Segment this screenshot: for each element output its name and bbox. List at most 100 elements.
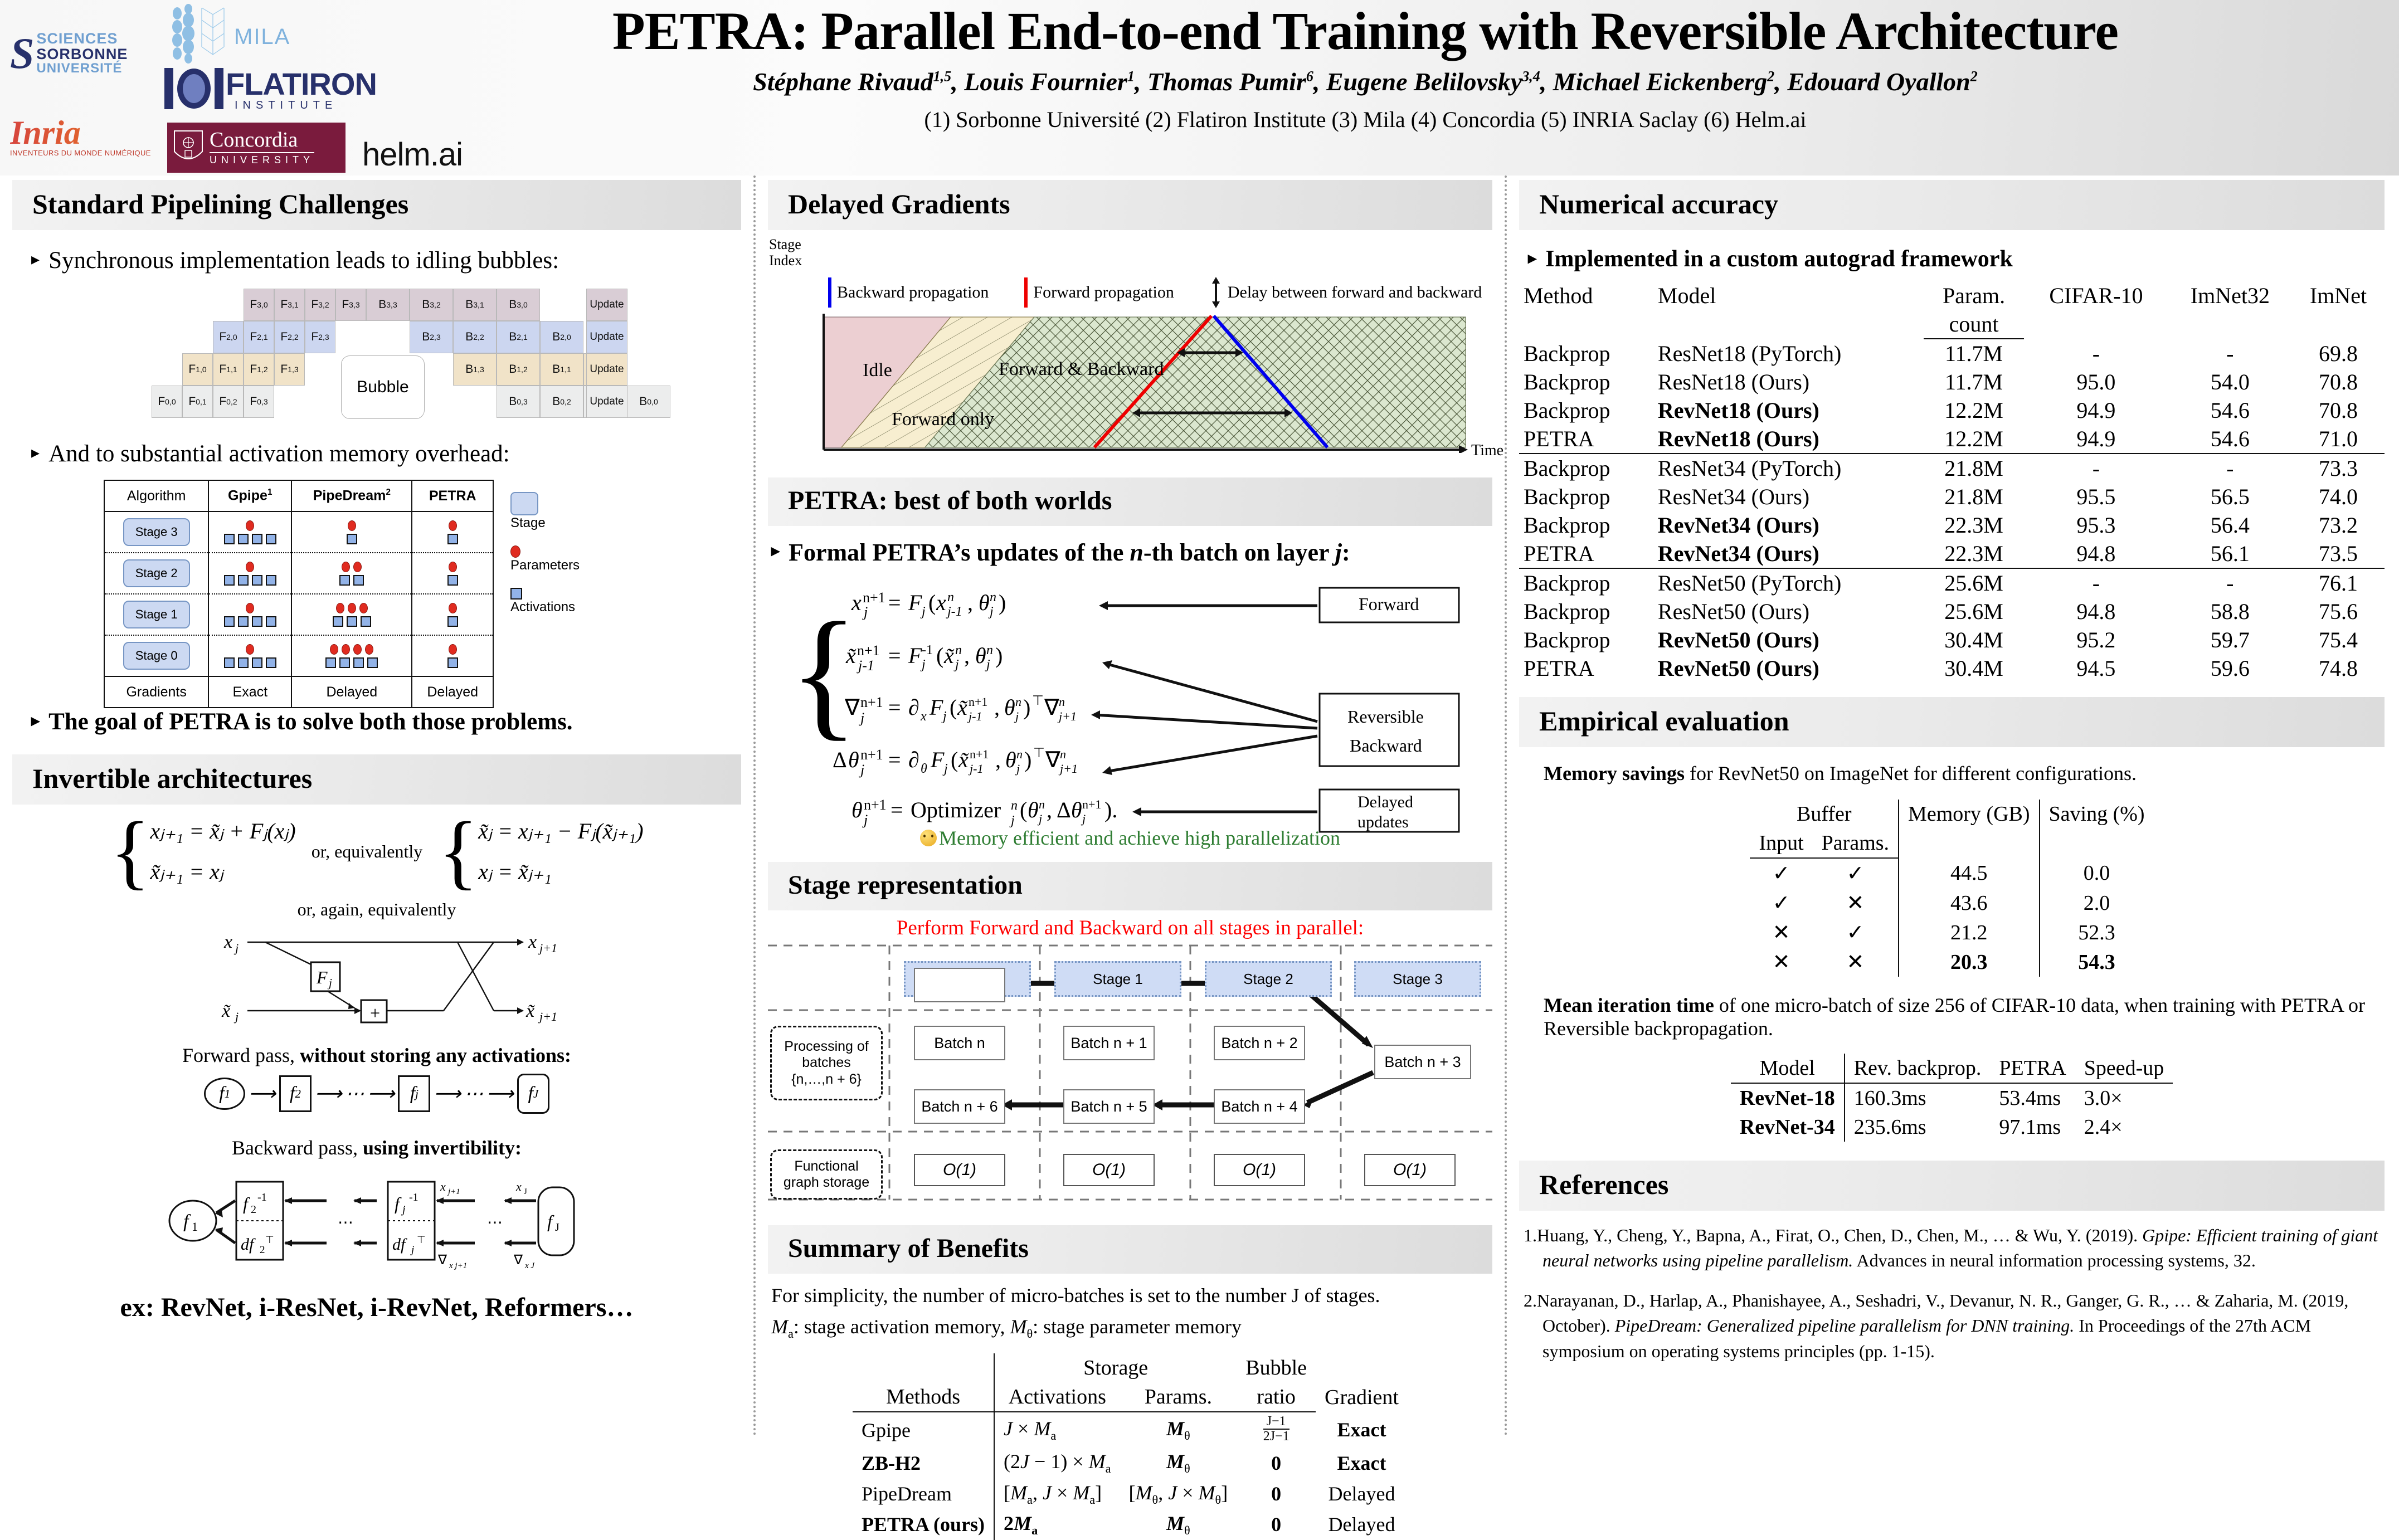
parameters-dot-icon: [347, 520, 356, 531]
batch-box-top-1: Batch n + 1: [1063, 1026, 1155, 1060]
bullet-activation-memory: ▸ And to substantial activation memory o…: [31, 440, 741, 467]
section-stage-representation: Stage representation: [768, 862, 1492, 910]
th-model: Model: [1657, 283, 1716, 308]
cell-method: ZB-H2: [862, 1451, 921, 1474]
table-header-row: Algorithm Gpipe1 PipeDream2 PETRA: [103, 480, 494, 512]
svg-text:x: x: [515, 1180, 522, 1193]
author-4-sup: 2: [1767, 68, 1775, 85]
table-row: Backprop ResNet34 (Ours) 21.8M 95.5 56.5 74.0: [1519, 483, 2385, 511]
smiley-face-icon: [919, 830, 937, 846]
cell-stage: Stage 1: [103, 594, 210, 636]
svg-text:x̃: x̃: [957, 695, 968, 720]
activations-square-icon: [265, 533, 276, 544]
parameters-dot-icon: [347, 602, 356, 613]
batch-label: Batch n + 1: [1070, 1034, 1147, 1051]
svg-text:∇: ∇: [1045, 747, 1060, 772]
th-rev-backprop: Rev. backprop.: [1843, 1054, 1991, 1084]
svg-text:j: j: [942, 762, 948, 776]
svg-text:(: (: [1020, 797, 1027, 822]
cell-petra: 97.1ms: [1999, 1115, 2061, 1139]
inria-wordmark: Inria: [10, 114, 154, 152]
svg-text:=: =: [888, 643, 901, 668]
pipeline-cell: B 0,3: [497, 386, 540, 418]
activations-square-icon: [223, 616, 235, 627]
cell-imnet32: -: [2226, 571, 2234, 596]
th-params: Params.: [1120, 1382, 1237, 1413]
table-row: Gpipe J × Ma Mθ J−1 2J−1 Exact: [853, 1412, 1408, 1448]
author-2: Thomas Pumir: [1147, 67, 1306, 96]
cell-pipedream: [291, 594, 413, 636]
cell-imnet32: 54.6: [2210, 398, 2250, 423]
cell-activations: 2Ma: [994, 1509, 1120, 1540]
pipeline-cell: F 3,1: [274, 289, 305, 321]
svg-text:-1: -1: [257, 1191, 267, 1203]
svg-text:).: ).: [1104, 797, 1117, 822]
chart-y-axis-label-l1: Stage: [769, 236, 801, 252]
cell-method: PETRA: [1524, 656, 1594, 681]
activations-square-icon: [223, 574, 235, 586]
pipeline-cell: F 1,2: [244, 353, 274, 386]
svg-text:x: x: [528, 932, 537, 952]
bullet-autograd-framework: ▸ Implemented in a custom autograd frame…: [1528, 246, 2385, 272]
bullet-triangle-icon: ▸: [771, 542, 780, 560]
cell-gradient: Delayed: [1328, 1483, 1395, 1505]
pipeline-cell: B 1,3: [453, 353, 497, 386]
svg-text:F: F: [908, 643, 922, 668]
svg-text:j: j: [401, 1203, 406, 1216]
cell-bubble: 0: [1271, 1513, 1282, 1536]
svg-text:j: j: [862, 812, 868, 828]
arrow-right-icon: ⟶: [434, 1084, 461, 1104]
svg-text:j: j: [953, 657, 959, 672]
author-1-sup: 1: [1127, 68, 1135, 85]
parameters-dot-icon: [448, 520, 457, 531]
author-0: Stéphane Rivaud: [753, 67, 933, 96]
batch-box-bottom-1: Batch n + 5: [1063, 1089, 1155, 1124]
cell-cifar10: 95.2: [2076, 627, 2116, 652]
table-row: Backprop RevNet34 (Ours) 22.3M 95.3 56.4 73.2: [1519, 511, 2385, 539]
row-label-storage-l1: Functional: [794, 1158, 859, 1174]
title-acronym: PETRA: [612, 1, 791, 61]
svg-text:df: df: [241, 1235, 256, 1254]
cell-cifar10: 94.8: [2076, 599, 2116, 624]
batch-label: Batch n + 3: [1384, 1053, 1461, 1070]
cell-imnet: 69.8: [2318, 340, 2358, 366]
svg-text:x̃: x̃: [525, 1001, 535, 1021]
svg-text:∇: ∇: [437, 1253, 447, 1268]
activations-square-icon: [367, 657, 378, 668]
pipeline-cell: B 1,1: [540, 353, 583, 386]
pipeline-cell: F 1,0: [182, 353, 213, 386]
cell-imnet32: 54.0: [2210, 369, 2250, 394]
cell-cifar10: -: [2092, 456, 2100, 481]
sorbonne-mark: S: [10, 28, 35, 77]
svg-text:): ): [999, 590, 1006, 615]
svg-text:=: =: [888, 747, 901, 772]
table-row: PipeDream [Ma, J × Ma] [Mθ, J × Mθ] 0 De…: [853, 1478, 1408, 1509]
svg-text:j-1: j-1: [968, 762, 983, 776]
table-header-row: Method Model Param. CIFAR-10 ImNet32 ImN…: [1519, 281, 2385, 310]
bullet-formal-updates-text: Formal PETRA’s updates of the n-th batch…: [789, 539, 1350, 566]
svg-text:F: F: [316, 967, 328, 987]
svg-text:x J: x J: [524, 1261, 535, 1270]
bubble-denominator: 2J−1: [1263, 1429, 1289, 1444]
cell-imnet32: 59.7: [2210, 627, 2250, 652]
cell-model: ResNet50 (PyTorch): [1657, 571, 1842, 596]
bullet-formal-updates: ▸ Formal PETRA’s updates of the n-th bat…: [771, 538, 1492, 567]
table-row: PETRA RevNet50 (Ours) 30.4M 94.5 59.6 74.8: [1519, 654, 2385, 683]
svg-text:θ: θ: [1005, 747, 1016, 772]
memory-savings-note-bold: Memory savings: [1544, 762, 1685, 784]
svg-text:,: ,: [994, 695, 1000, 720]
bubble-numerator: J−1: [1263, 1415, 1289, 1430]
pipeline-cell: F 0,0: [152, 386, 182, 418]
storage-box-0: O(1): [914, 1154, 1005, 1186]
svg-text:x: x: [223, 932, 232, 952]
equation-inverse-2: xⱼ = x̃ⱼ₊₁: [478, 859, 552, 884]
svg-text:(: (: [936, 643, 943, 668]
author-2-sup: 6: [1306, 68, 1313, 85]
cell-speedup: 3.0×: [2084, 1086, 2123, 1110]
reference-2-title: PipeDream: Generalized pipeline parallel…: [1614, 1315, 2075, 1336]
svg-text:⋯: ⋯: [487, 1214, 503, 1231]
cell-model: ResNet18 (Ours): [1657, 369, 1810, 394]
th-speedup: Speed-up: [2075, 1054, 2173, 1084]
stage-chip: Stage 1: [123, 601, 190, 628]
